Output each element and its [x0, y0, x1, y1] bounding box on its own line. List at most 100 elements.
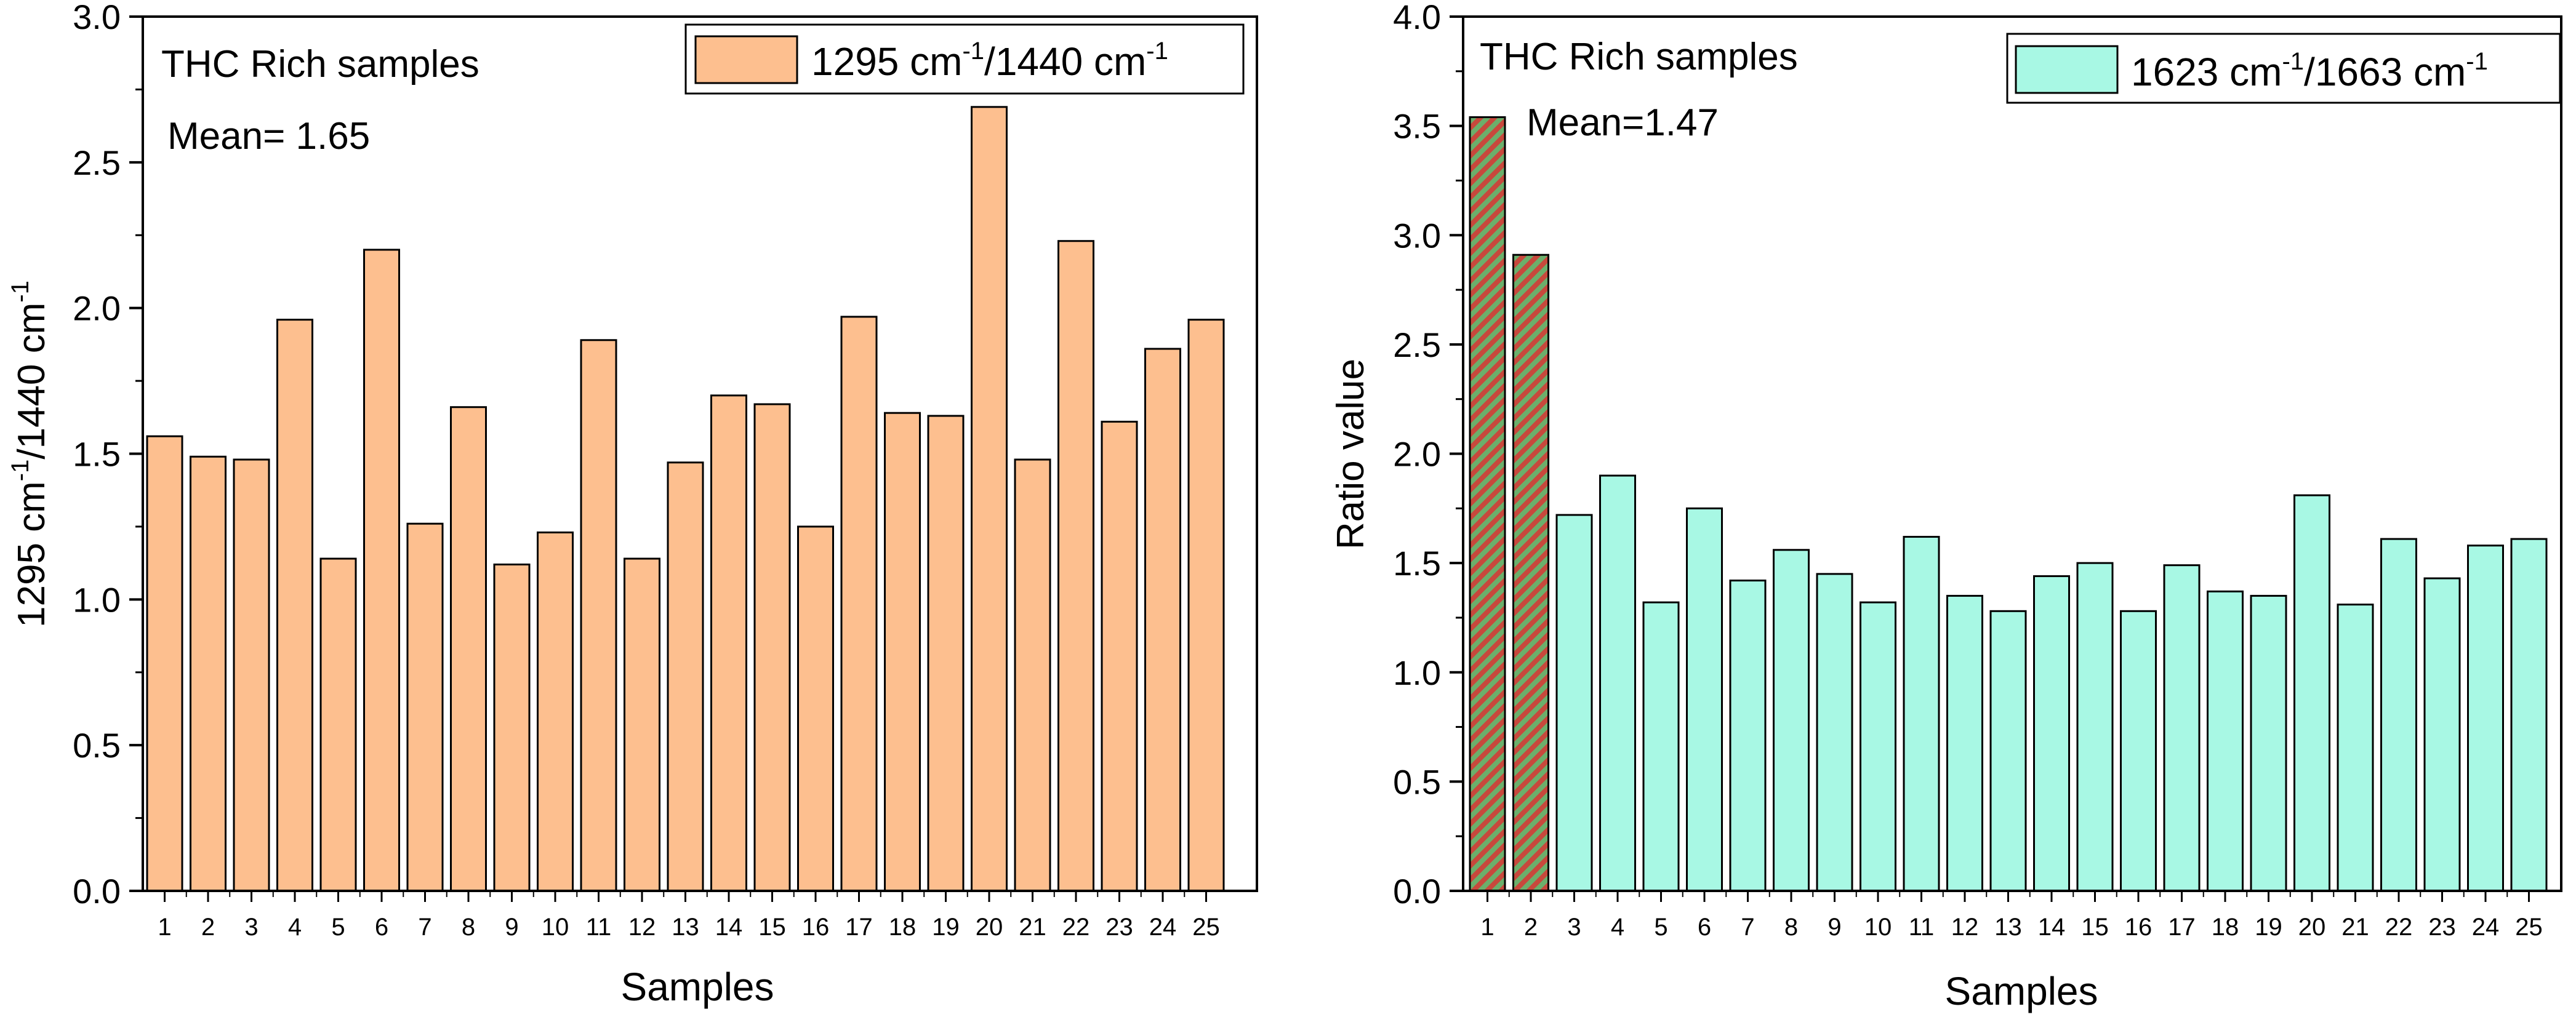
- bar-11: [580, 339, 617, 892]
- y-tick-label: 3.0: [73, 0, 121, 36]
- x-tick-label-2: 2: [1524, 914, 1538, 941]
- x-tick-label-5: 5: [331, 914, 345, 941]
- bar-17: [840, 316, 878, 892]
- x-tick-label-21: 21: [2341, 914, 2369, 941]
- right-annotation-mean: Mean=1.47: [1527, 102, 1719, 144]
- bar-4: [276, 319, 313, 892]
- x-tick-label-10: 10: [542, 914, 569, 941]
- y-tick-label: 0.5: [1393, 762, 1441, 801]
- y-tick-label: 1.5: [73, 435, 121, 474]
- x-tick-label-15: 15: [2081, 914, 2109, 941]
- bar-15: [2076, 562, 2114, 892]
- bar-3: [1555, 514, 1593, 892]
- left-annotation-mean: Mean= 1.65: [167, 115, 370, 158]
- y-tick-label: 0.0: [1393, 872, 1441, 911]
- y-tick-label: 1.5: [1393, 544, 1441, 583]
- x-tick-label-1: 1: [1480, 914, 1494, 941]
- bar-10: [537, 531, 574, 892]
- bar-12: [1946, 594, 1983, 892]
- x-tick-label-6: 6: [1698, 914, 1711, 941]
- bar-11: [1903, 535, 1940, 892]
- x-tick-label-2: 2: [201, 914, 215, 941]
- bar-23: [2423, 577, 2461, 892]
- bar-18: [884, 412, 921, 892]
- x-tick-label-12: 12: [628, 914, 656, 941]
- bar-17: [2163, 564, 2201, 892]
- bar-6: [363, 249, 400, 892]
- x-tick-label-20: 20: [2298, 914, 2326, 941]
- bar-7: [406, 522, 444, 892]
- bar-19: [927, 415, 965, 892]
- bar-25: [1187, 319, 1225, 892]
- y-tick-label: 0.0: [73, 872, 121, 911]
- x-tick-label-18: 18: [2212, 914, 2239, 941]
- x-tick-label-1: 1: [158, 914, 171, 941]
- x-tick-label-25: 25: [1192, 914, 1220, 941]
- bar-8: [450, 406, 487, 892]
- x-tick-label-22: 22: [2385, 914, 2413, 941]
- right-chart: 0.00.51.01.52.02.53.03.54.0 1 2 3 4 5 6 7 8 9 10 1…: [1330, 0, 2562, 1013]
- y-tick-label: 0.5: [73, 726, 121, 765]
- bar-15: [753, 403, 791, 892]
- bar-16: [2120, 610, 2157, 892]
- left-x-axis-label: Samples: [621, 965, 774, 1009]
- right-legend: 1623 cm-1/1663 cm-1: [2006, 33, 2561, 104]
- x-tick-label-25: 25: [2515, 914, 2543, 941]
- bar-22: [1057, 240, 1094, 892]
- x-tick-label-6: 6: [375, 914, 388, 941]
- bar-18: [2207, 590, 2244, 892]
- bar-19: [2250, 594, 2287, 892]
- x-tick-label-13: 13: [672, 914, 699, 941]
- bar-9: [1816, 573, 1853, 892]
- left-bars: [146, 106, 1225, 892]
- y-tick-label: 2.0: [1393, 435, 1441, 474]
- bar-1: [146, 435, 183, 892]
- bar-20: [971, 106, 1008, 892]
- bar-12: [624, 557, 660, 892]
- x-tick-label-10: 10: [1864, 914, 1892, 941]
- right-annotation-title: THC Rich samples: [1480, 36, 1798, 78]
- x-tick-label-11: 11: [586, 914, 612, 941]
- bar-14: [2033, 575, 2070, 892]
- bar-25: [2510, 538, 2548, 892]
- y-tick-label: 1.0: [1393, 653, 1441, 692]
- bar-22: [2380, 538, 2417, 892]
- right-x-axis: 1 2 3 4 5 6 7 8 9 10 11 12 13 14 15 16 17 18 19 20 21 22 23 24 2…: [1480, 891, 2543, 941]
- x-tick-label-8: 8: [462, 914, 475, 941]
- bar-2: [1512, 253, 1549, 892]
- left-legend-swatch: [694, 35, 798, 84]
- x-tick-label-23: 23: [2428, 914, 2456, 941]
- left-legend-label: 1295 cm-1/1440 cm-1: [811, 38, 1168, 84]
- bar-1: [1469, 116, 1506, 892]
- x-tick-label-16: 16: [802, 914, 830, 941]
- bar-20: [2293, 494, 2330, 892]
- x-tick-label-24: 24: [1149, 914, 1177, 941]
- x-tick-label-15: 15: [758, 914, 786, 941]
- x-tick-label-20: 20: [976, 914, 1003, 941]
- x-tick-label-11: 11: [1909, 914, 1935, 941]
- bar-2: [190, 455, 227, 892]
- x-tick-label-17: 17: [2168, 914, 2196, 941]
- bar-10: [1860, 601, 1896, 892]
- x-tick-label-21: 21: [1019, 914, 1046, 941]
- x-tick-label-3: 3: [1567, 914, 1581, 941]
- left-annotation-title: THC Rich samples: [161, 43, 479, 86]
- bar-24: [1144, 348, 1181, 892]
- x-tick-label-3: 3: [244, 914, 258, 941]
- bar-4: [1599, 474, 1636, 892]
- bar-23: [1101, 420, 1138, 892]
- right-bars: [1469, 116, 2548, 892]
- bar-13: [667, 461, 704, 892]
- y-tick-label: 1.0: [73, 580, 121, 619]
- x-tick-label-19: 19: [932, 914, 960, 941]
- x-tick-label-23: 23: [1105, 914, 1133, 941]
- right-legend-swatch: [2015, 45, 2119, 94]
- x-tick-label-8: 8: [1784, 914, 1798, 941]
- x-tick-label-12: 12: [1951, 914, 1979, 941]
- x-tick-label-5: 5: [1654, 914, 1667, 941]
- bar-16: [797, 525, 834, 892]
- right-x-axis-label: Samples: [1945, 969, 2098, 1013]
- y-tick-label: 3.5: [1393, 107, 1441, 146]
- right-legend-label: 1623 cm-1/1663 cm-1: [2131, 48, 2488, 94]
- x-tick-label-4: 4: [1611, 914, 1624, 941]
